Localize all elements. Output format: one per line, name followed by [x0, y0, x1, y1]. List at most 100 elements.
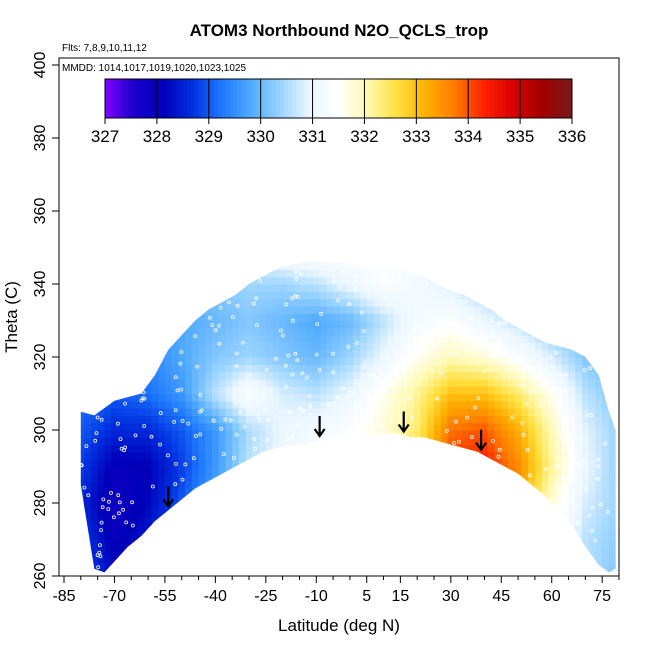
heatmap-cell	[588, 284, 597, 292]
heatmap-cell	[64, 248, 71, 256]
heatmap-cell	[521, 276, 529, 285]
heatmap-cell	[144, 393, 153, 402]
heatmap-cell	[447, 415, 455, 424]
heatmap-cell	[138, 510, 146, 519]
heatmap-cell	[299, 481, 307, 489]
heatmap-cell	[312, 488, 321, 497]
heatmap-cell	[360, 371, 368, 380]
heatmap-cell	[474, 364, 482, 373]
heatmap-cell	[185, 444, 193, 453]
heatmap-cell	[259, 415, 267, 424]
heatmap-cell	[501, 393, 509, 402]
heatmap-cell	[521, 320, 529, 329]
heatmap-cell	[205, 524, 213, 533]
heatmap-cell	[467, 554, 475, 562]
heatmap-cell	[447, 262, 455, 270]
heatmap-cell	[319, 517, 327, 526]
heatmap-cell	[333, 313, 341, 322]
heatmap-cell	[508, 298, 516, 307]
heatmap-cell	[111, 532, 119, 541]
heatmap-cell	[64, 423, 71, 431]
heatmap-cell	[481, 422, 489, 431]
heatmap-cell	[104, 298, 112, 307]
heatmap-cell	[595, 437, 603, 446]
heatmap-cell	[569, 248, 576, 256]
heatmap-cell	[366, 568, 375, 573]
heatmap-cell	[407, 546, 415, 555]
heatmap-cell	[568, 284, 576, 292]
heatmap-cell	[494, 481, 502, 489]
heatmap-cell	[528, 371, 536, 380]
heatmap-cell	[90, 262, 99, 263]
heatmap-cell	[265, 291, 274, 300]
heatmap-cell	[90, 327, 99, 336]
heatmap-cell	[521, 342, 529, 351]
colorbar-swatch	[175, 79, 180, 118]
heatmap-cell	[487, 473, 496, 482]
heatmap-cell	[440, 327, 449, 336]
arrow-marker	[397, 411, 410, 434]
heatmap-cell	[447, 291, 455, 300]
heatmap-cell	[124, 349, 132, 358]
heatmap-cell	[393, 269, 401, 278]
heatmap-cell	[602, 510, 610, 519]
heatmap-cell	[508, 422, 516, 431]
heatmap-cell	[588, 320, 597, 329]
colorbar-swatch	[354, 79, 359, 118]
colorbar-swatch	[568, 79, 573, 118]
heatmap-cell	[151, 342, 159, 351]
heatmap-cell	[501, 546, 509, 555]
sample-marker	[385, 378, 390, 383]
heatmap-cell	[205, 357, 213, 365]
heatmap-cell	[427, 335, 435, 343]
heatmap-cell	[225, 320, 233, 329]
heatmap-cell	[434, 305, 442, 314]
heatmap-cell	[144, 269, 153, 278]
heatmap-cell	[339, 539, 348, 548]
heatmap-cell	[427, 524, 435, 533]
heatmap-cell	[117, 444, 126, 453]
heatmap-cell	[508, 473, 516, 482]
heatmap-cell	[575, 327, 583, 336]
heatmap-cell	[440, 451, 449, 460]
heatmap-cell	[299, 357, 307, 365]
heatmap-cell	[64, 313, 71, 321]
heatmap-cell	[494, 415, 502, 424]
heatmap-cell	[393, 539, 401, 548]
heatmap-cell	[124, 422, 132, 431]
heatmap-cell	[131, 364, 139, 373]
heatmap-cell	[97, 335, 105, 343]
sample-marker	[124, 520, 129, 525]
heatmap-cell	[279, 371, 287, 380]
heatmap-cell	[386, 422, 395, 431]
heatmap-cell	[272, 320, 280, 329]
heatmap-cell	[494, 495, 502, 504]
sample-marker	[293, 351, 298, 356]
heatmap-cell	[178, 298, 186, 307]
sample-marker	[94, 431, 99, 436]
heatmap-cell	[279, 422, 287, 431]
sample-marker	[576, 521, 580, 525]
heatmap-cell	[514, 495, 523, 504]
heatmap-cell	[71, 547, 78, 555]
sample-marker	[287, 409, 292, 414]
sample-marker	[290, 435, 295, 440]
heatmap-cell	[64, 284, 71, 292]
heatmap-cell	[608, 415, 616, 424]
heatmap-cell	[508, 342, 516, 351]
sample-marker	[444, 428, 449, 433]
heatmap-cell	[373, 393, 381, 402]
heatmap-cell	[434, 335, 442, 343]
heatmap-cell	[608, 386, 616, 395]
heatmap-cell	[440, 378, 449, 387]
heatmap-cell	[171, 262, 179, 270]
heatmap-cell	[508, 539, 516, 548]
heatmap-cell	[84, 481, 92, 489]
heatmap-cell	[353, 276, 361, 285]
heatmap-cell	[64, 342, 71, 350]
heatmap-cell	[306, 335, 314, 343]
heatmap-cell	[487, 378, 496, 387]
heatmap-cell	[548, 430, 556, 438]
sample-marker	[116, 421, 120, 426]
sample-marker	[347, 302, 352, 307]
